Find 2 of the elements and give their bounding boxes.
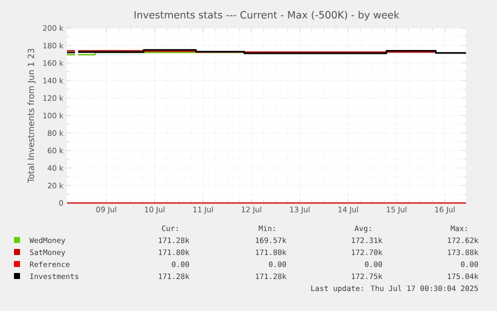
chart-title: Investments stats --- Current - Max (-500K) - by week (134, 10, 400, 21)
y-axis-title: Total Investments from Jun 1 23 (28, 48, 36, 183)
